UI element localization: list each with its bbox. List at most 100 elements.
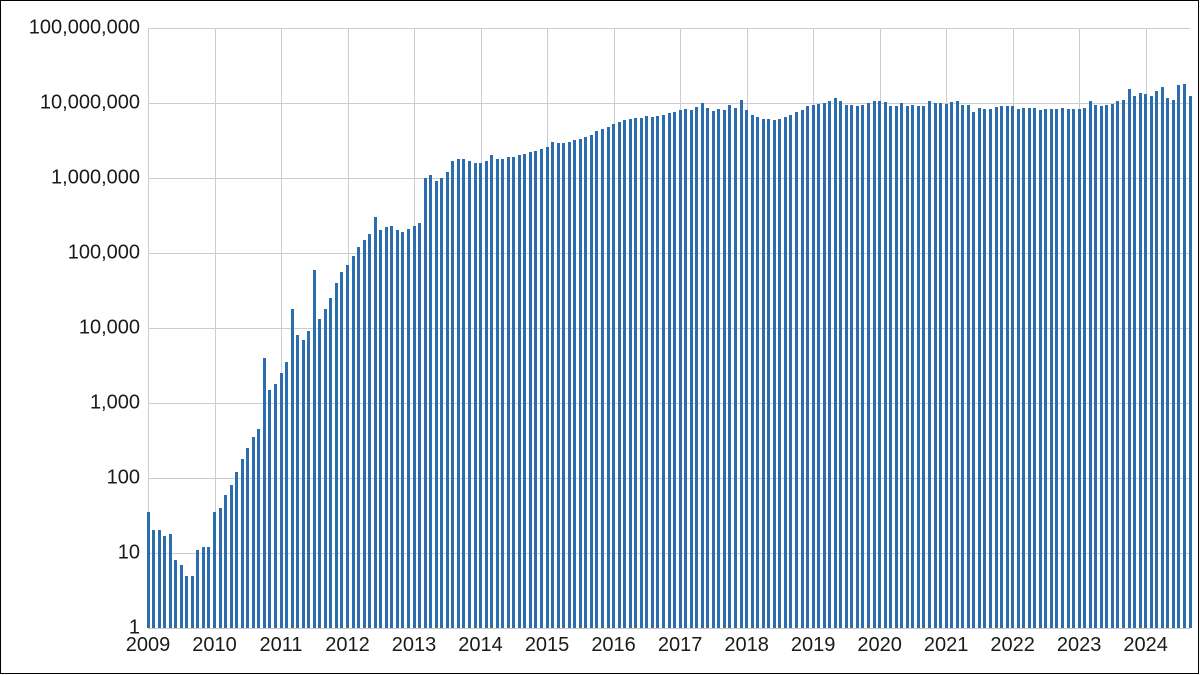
bar — [158, 530, 161, 628]
bar — [1061, 108, 1064, 628]
bar — [629, 119, 632, 628]
bar — [529, 152, 532, 628]
bar — [313, 270, 316, 628]
y-tick-label: 10,000 — [79, 317, 148, 340]
bar — [440, 178, 443, 628]
bar — [546, 147, 549, 628]
bar — [285, 362, 288, 628]
bar — [185, 576, 188, 628]
bar — [784, 117, 787, 628]
y-tick-label: 100 — [107, 467, 148, 490]
bar — [363, 240, 366, 628]
x-tick-label: 2011 — [260, 628, 303, 657]
bar — [180, 565, 183, 628]
bar — [418, 223, 421, 628]
bar — [640, 118, 643, 628]
bar — [673, 112, 676, 628]
bar — [756, 117, 759, 628]
bar — [712, 111, 715, 628]
bar — [856, 106, 859, 628]
bar — [950, 102, 953, 628]
bar — [1183, 84, 1186, 628]
bar — [1161, 87, 1164, 628]
x-tick-label: 2018 — [724, 628, 769, 657]
bar — [302, 340, 305, 628]
bar — [501, 159, 504, 628]
bar — [884, 102, 887, 628]
bar — [645, 116, 648, 628]
bar — [812, 105, 815, 628]
bar — [268, 390, 271, 628]
bar — [1172, 100, 1175, 628]
bar — [219, 508, 222, 628]
bar — [656, 116, 659, 628]
bar — [1050, 109, 1053, 628]
bar — [651, 117, 654, 628]
bar — [485, 161, 488, 628]
bar — [1000, 106, 1003, 628]
bar — [939, 103, 942, 628]
bar — [1028, 108, 1031, 628]
bar — [945, 104, 948, 628]
bar — [878, 101, 881, 628]
bar — [590, 135, 593, 628]
bar — [1100, 106, 1103, 628]
y-gridline — [148, 103, 1190, 104]
bar — [490, 155, 493, 628]
x-tick-label: 2013 — [392, 628, 437, 657]
bar — [740, 100, 743, 628]
bar — [867, 103, 870, 628]
bar — [230, 485, 233, 628]
bar — [318, 319, 321, 628]
bar — [202, 547, 205, 628]
x-tick-label: 2021 — [924, 628, 969, 657]
bar — [1189, 96, 1192, 628]
x-tick-label: 2017 — [658, 628, 703, 657]
bar — [612, 124, 615, 628]
bar — [701, 103, 704, 628]
bar — [523, 154, 526, 628]
bar — [767, 119, 770, 628]
bar — [1144, 94, 1147, 628]
bar — [751, 115, 754, 628]
bar — [911, 105, 914, 628]
bar — [169, 534, 172, 628]
bar — [595, 131, 598, 628]
bar — [385, 227, 388, 628]
bar — [873, 101, 876, 628]
bar — [446, 172, 449, 628]
bar — [584, 137, 587, 628]
bar — [1105, 105, 1108, 628]
x-tick-label: 2010 — [192, 628, 237, 657]
bar — [817, 104, 820, 628]
bar — [340, 272, 343, 628]
bar — [668, 113, 671, 628]
bar — [618, 122, 621, 628]
bar — [534, 151, 537, 628]
bar — [507, 157, 510, 628]
bar — [1133, 96, 1136, 628]
bar — [989, 109, 992, 628]
bar — [972, 112, 975, 628]
bar — [462, 159, 465, 628]
x-tick-label: 2012 — [325, 628, 370, 657]
bar — [801, 110, 804, 628]
bar — [307, 331, 310, 628]
bar — [352, 256, 355, 628]
bar — [207, 547, 210, 628]
bar — [1011, 106, 1014, 628]
bar — [1116, 101, 1119, 628]
bar — [795, 112, 798, 628]
bar — [1055, 109, 1058, 628]
bar — [839, 101, 842, 628]
bar — [745, 110, 748, 628]
bar — [623, 120, 626, 628]
bar — [662, 115, 665, 628]
x-tick-label: 2024 — [1123, 628, 1168, 657]
bar — [607, 127, 610, 628]
bar — [147, 512, 150, 628]
bar — [496, 159, 499, 628]
x-tick-label: 2023 — [1057, 628, 1102, 657]
y-gridline — [148, 28, 1190, 29]
bar — [329, 298, 332, 628]
